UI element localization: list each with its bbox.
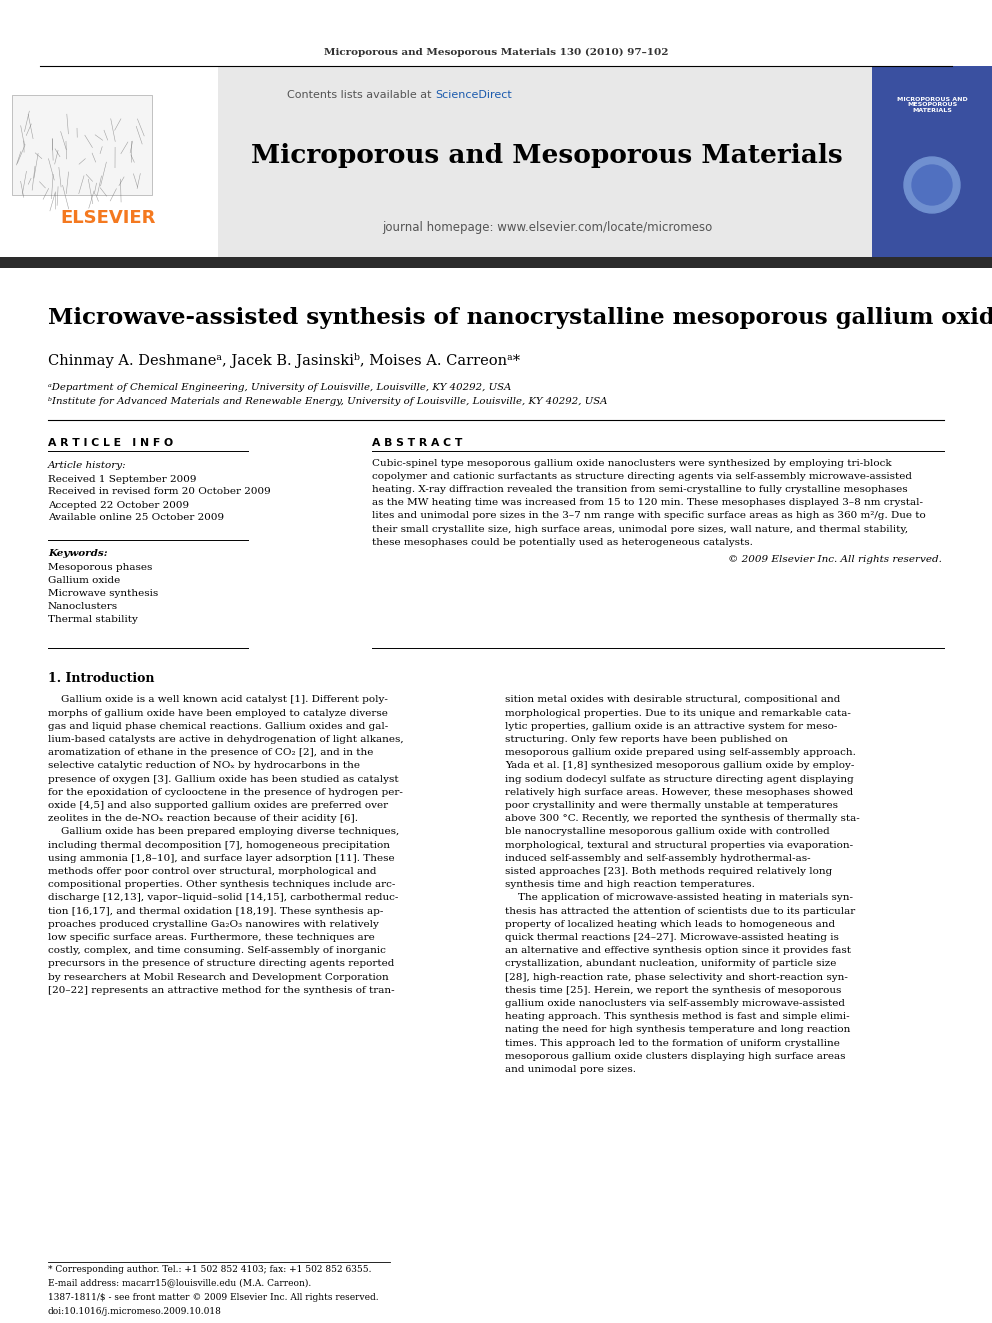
Text: as the MW heating time was increased from 15 to 120 min. These mesophases displa: as the MW heating time was increased fro… [372, 497, 923, 507]
Text: Nanoclusters: Nanoclusters [48, 602, 118, 611]
Circle shape [904, 157, 960, 213]
Text: proaches produced crystalline Ga₂O₃ nanowires with relatively: proaches produced crystalline Ga₂O₃ nano… [48, 919, 379, 929]
Text: MICROPOROUS AND
MESOPOROUS
MATERIALS: MICROPOROUS AND MESOPOROUS MATERIALS [897, 97, 967, 114]
Bar [872, 66, 992, 258]
Text: zeolites in the de-NOₓ reaction because of their acidity [6].: zeolites in the de-NOₓ reaction because … [48, 814, 358, 823]
Text: ELSEVIER: ELSEVIER [61, 209, 156, 228]
Text: A B S T R A C T: A B S T R A C T [372, 438, 462, 448]
Text: above 300 °C. Recently, we reported the synthesis of thermally sta-: above 300 °C. Recently, we reported the … [505, 814, 860, 823]
Text: thesis time [25]. Herein, we report the synthesis of mesoporous: thesis time [25]. Herein, we report the … [505, 986, 841, 995]
Text: Accepted 22 October 2009: Accepted 22 October 2009 [48, 500, 189, 509]
Text: presence of oxygen [3]. Gallium oxide has been studied as catalyst: presence of oxygen [3]. Gallium oxide ha… [48, 775, 399, 783]
Text: their small crystallite size, high surface areas, unimodal pore sizes, wall natu: their small crystallite size, high surfa… [372, 524, 908, 533]
Text: [28], high-reaction rate, phase selectivity and short-reaction syn-: [28], high-reaction rate, phase selectiv… [505, 972, 848, 982]
Bar [0, 66, 218, 258]
Text: crystallization, abundant nucleation, uniformity of particle size: crystallization, abundant nucleation, un… [505, 959, 836, 968]
Text: Microporous and Mesoporous Materials 130 (2010) 97–102: Microporous and Mesoporous Materials 130… [323, 48, 669, 57]
Circle shape [912, 165, 952, 205]
Text: relatively high surface areas. However, these mesophases showed: relatively high surface areas. However, … [505, 789, 853, 796]
Text: discharge [12,13], vapor–liquid–solid [14,15], carbothermal reduc-: discharge [12,13], vapor–liquid–solid [1… [48, 893, 399, 902]
Text: Mesoporous phases: Mesoporous phases [48, 562, 153, 572]
Text: thesis has attracted the attention of scientists due to its particular: thesis has attracted the attention of sc… [505, 906, 855, 916]
Text: structuring. Only few reports have been published on: structuring. Only few reports have been … [505, 736, 788, 744]
Text: Contents lists available at: Contents lists available at [287, 90, 435, 101]
Text: for the epoxidation of cyclooctene in the presence of hydrogen per-: for the epoxidation of cyclooctene in th… [48, 789, 403, 796]
Text: induced self-assembly and self-assembly hydrothermal-as-: induced self-assembly and self-assembly … [505, 853, 810, 863]
Text: tion [16,17], and thermal oxidation [18,19]. These synthesis ap-: tion [16,17], and thermal oxidation [18,… [48, 906, 383, 916]
Text: property of localized heating which leads to homogeneous and: property of localized heating which lead… [505, 919, 835, 929]
Text: these mesophases could be potentially used as heterogeneous catalysts.: these mesophases could be potentially us… [372, 537, 753, 546]
Text: Received in revised form 20 October 2009: Received in revised form 20 October 2009 [48, 487, 271, 496]
Text: A R T I C L E   I N F O: A R T I C L E I N F O [48, 438, 174, 448]
Text: Gallium oxide is a well known acid catalyst [1]. Different poly-: Gallium oxide is a well known acid catal… [48, 696, 388, 705]
Bar [12, 95, 152, 194]
Text: Microporous and Mesoporous Materials: Microporous and Mesoporous Materials [251, 143, 843, 168]
Text: sition metal oxides with desirable structural, compositional and: sition metal oxides with desirable struc… [505, 696, 840, 705]
Text: synthesis time and high reaction temperatures.: synthesis time and high reaction tempera… [505, 880, 755, 889]
Text: ᵃDepartment of Chemical Engineering, University of Louisville, Louisville, KY 40: ᵃDepartment of Chemical Engineering, Uni… [48, 384, 511, 393]
Text: lytic properties, gallium oxide is an attractive system for meso-: lytic properties, gallium oxide is an at… [505, 722, 837, 730]
Text: mesoporous gallium oxide prepared using self-assembly approach.: mesoporous gallium oxide prepared using … [505, 749, 856, 757]
Text: costly, complex, and time consuming. Self-assembly of inorganic: costly, complex, and time consuming. Sel… [48, 946, 386, 955]
Text: ᵇInstitute for Advanced Materials and Renewable Energy, University of Louisville: ᵇInstitute for Advanced Materials and Re… [48, 397, 607, 406]
Text: morphological properties. Due to its unique and remarkable cata-: morphological properties. Due to its uni… [505, 709, 851, 717]
Text: Microwave synthesis: Microwave synthesis [48, 589, 159, 598]
Text: 1. Introduction: 1. Introduction [48, 672, 155, 684]
Text: including thermal decomposition [7], homogeneous precipitation: including thermal decomposition [7], hom… [48, 840, 390, 849]
Text: methods offer poor control over structural, morphological and: methods offer poor control over structur… [48, 867, 377, 876]
Text: lium-based catalysts are active in dehydrogenation of light alkanes,: lium-based catalysts are active in dehyd… [48, 736, 404, 744]
Text: copolymer and cationic surfactants as structure directing agents via self-assemb: copolymer and cationic surfactants as st… [372, 472, 912, 480]
Text: mesoporous gallium oxide clusters displaying high surface areas: mesoporous gallium oxide clusters displa… [505, 1052, 845, 1061]
Text: [20–22] represents an attractive method for the synthesis of tran-: [20–22] represents an attractive method … [48, 986, 395, 995]
Text: poor crystallinity and were thermally unstable at temperatures: poor crystallinity and were thermally un… [505, 802, 838, 810]
Bar [0, 257, 992, 269]
Text: Cubic-spinel type mesoporous gallium oxide nanoclusters were synthesized by empl: Cubic-spinel type mesoporous gallium oxi… [372, 459, 892, 467]
Text: Gallium oxide has been prepared employing diverse techniques,: Gallium oxide has been prepared employin… [48, 827, 399, 836]
Text: Yada et al. [1,8] synthesized mesoporous gallium oxide by employ-: Yada et al. [1,8] synthesized mesoporous… [505, 762, 854, 770]
Text: gallium oxide nanoclusters via self-assembly microwave-assisted: gallium oxide nanoclusters via self-asse… [505, 999, 845, 1008]
Text: aromatization of ethane in the presence of CO₂ [2], and in the: aromatization of ethane in the presence … [48, 749, 373, 757]
Text: using ammonia [1,8–10], and surface layer adsorption [11]. These: using ammonia [1,8–10], and surface laye… [48, 853, 395, 863]
Text: lites and unimodal pore sizes in the 3–7 nm range with specific surface areas as: lites and unimodal pore sizes in the 3–7… [372, 511, 926, 520]
Text: The application of microwave-assisted heating in materials syn-: The application of microwave-assisted he… [505, 893, 853, 902]
Bar [0, 66, 992, 258]
Text: compositional properties. Other synthesis techniques include arc-: compositional properties. Other synthesi… [48, 880, 396, 889]
Text: ScienceDirect: ScienceDirect [435, 90, 512, 101]
Text: morphs of gallium oxide have been employed to catalyze diverse: morphs of gallium oxide have been employ… [48, 709, 388, 717]
Text: Microwave-assisted synthesis of nanocrystalline mesoporous gallium oxide: Microwave-assisted synthesis of nanocrys… [48, 307, 992, 329]
Text: heating approach. This synthesis method is fast and simple elimi-: heating approach. This synthesis method … [505, 1012, 849, 1021]
Text: Available online 25 October 2009: Available online 25 October 2009 [48, 513, 224, 523]
Text: low specific surface areas. Furthermore, these techniques are: low specific surface areas. Furthermore,… [48, 933, 375, 942]
Text: an alternative and effective synthesis option since it provides fast: an alternative and effective synthesis o… [505, 946, 851, 955]
Text: sisted approaches [23]. Both methods required relatively long: sisted approaches [23]. Both methods req… [505, 867, 832, 876]
Text: heating. X-ray diffraction revealed the transition from semi-crystalline to full: heating. X-ray diffraction revealed the … [372, 486, 908, 493]
Text: Thermal stability: Thermal stability [48, 615, 138, 624]
Text: nating the need for high synthesis temperature and long reaction: nating the need for high synthesis tempe… [505, 1025, 850, 1035]
Text: Keywords:: Keywords: [48, 549, 107, 557]
Text: oxide [4,5] and also supported gallium oxides are preferred over: oxide [4,5] and also supported gallium o… [48, 802, 388, 810]
Text: by researchers at Mobil Research and Development Corporation: by researchers at Mobil Research and Dev… [48, 972, 389, 982]
Text: doi:10.1016/j.micromeso.2009.10.018: doi:10.1016/j.micromeso.2009.10.018 [48, 1307, 222, 1315]
Text: selective catalytic reduction of NOₓ by hydrocarbons in the: selective catalytic reduction of NOₓ by … [48, 762, 360, 770]
Text: E-mail address: macarr15@louisville.edu (M.A. Carreon).: E-mail address: macarr15@louisville.edu … [48, 1278, 311, 1287]
Text: Received 1 September 2009: Received 1 September 2009 [48, 475, 196, 483]
Text: 1387-1811/$ - see front matter © 2009 Elsevier Inc. All rights reserved.: 1387-1811/$ - see front matter © 2009 El… [48, 1294, 379, 1303]
Text: precursors in the presence of structure directing agents reported: precursors in the presence of structure … [48, 959, 395, 968]
Text: gas and liquid phase chemical reactions. Gallium oxides and gal-: gas and liquid phase chemical reactions.… [48, 722, 388, 730]
Text: ble nanocrystalline mesoporous gallium oxide with controlled: ble nanocrystalline mesoporous gallium o… [505, 827, 829, 836]
Text: morphological, textural and structural properties via evaporation-: morphological, textural and structural p… [505, 840, 853, 849]
Text: * Corresponding author. Tel.: +1 502 852 4103; fax: +1 502 852 6355.: * Corresponding author. Tel.: +1 502 852… [48, 1266, 371, 1274]
Text: Gallium oxide: Gallium oxide [48, 576, 120, 585]
Text: Chinmay A. Deshmaneᵃ, Jacek B. Jasinskiᵇ, Moises A. Carreonᵃ*: Chinmay A. Deshmaneᵃ, Jacek B. Jasinskiᵇ… [48, 352, 520, 368]
Text: times. This approach led to the formation of uniform crystalline: times. This approach led to the formatio… [505, 1039, 840, 1048]
Text: ing sodium dodecyl sulfate as structure directing agent displaying: ing sodium dodecyl sulfate as structure … [505, 775, 854, 783]
Text: quick thermal reactions [24–27]. Microwave-assisted heating is: quick thermal reactions [24–27]. Microwa… [505, 933, 839, 942]
Text: Article history:: Article history: [48, 460, 127, 470]
Text: journal homepage: www.elsevier.com/locate/micromeso: journal homepage: www.elsevier.com/locat… [382, 221, 712, 234]
Text: and unimodal pore sizes.: and unimodal pore sizes. [505, 1065, 636, 1074]
Text: © 2009 Elsevier Inc. All rights reserved.: © 2009 Elsevier Inc. All rights reserved… [728, 556, 942, 565]
